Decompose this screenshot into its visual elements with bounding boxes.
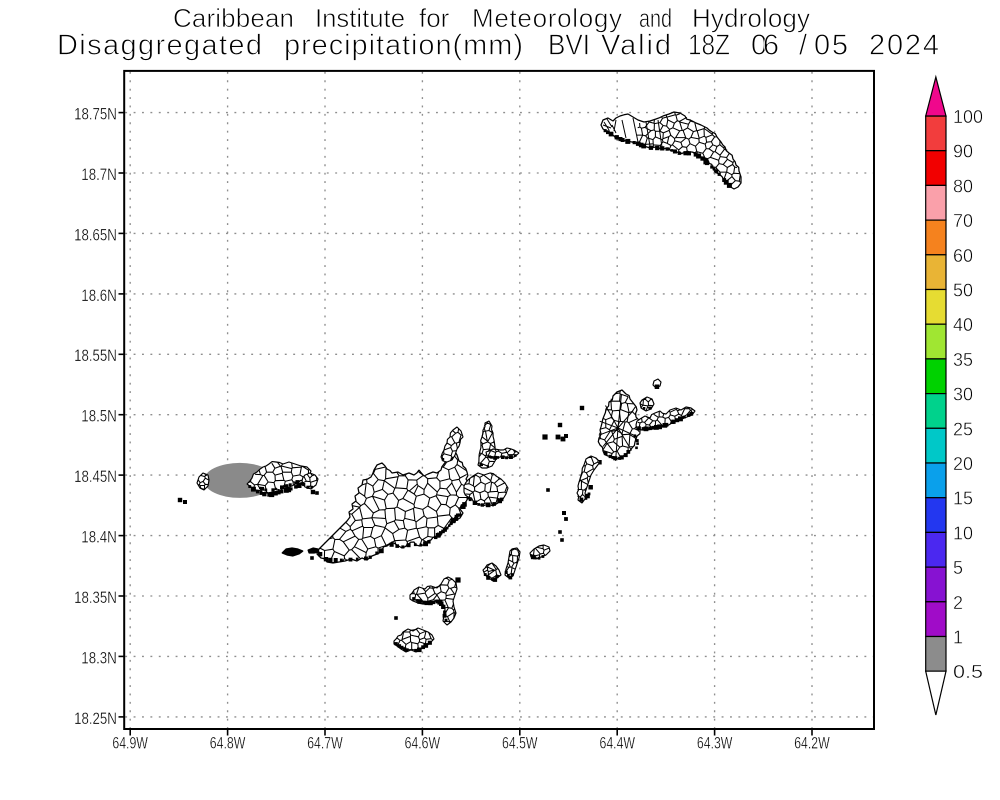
svg-text:2: 2 (953, 593, 963, 613)
svg-text:18.65N: 18.65N (74, 226, 117, 244)
svg-text:Valid: Valid (601, 30, 671, 62)
svg-text:2024: 2024 (869, 30, 939, 62)
svg-text:for: for (419, 3, 450, 33)
svg-text:18.7N: 18.7N (81, 166, 117, 184)
svg-text:BVI: BVI (548, 30, 590, 62)
svg-text:70: 70 (953, 211, 973, 231)
svg-text:5: 5 (953, 558, 963, 578)
svg-text:18Z: 18Z (688, 30, 730, 62)
svg-text:18.55N: 18.55N (74, 347, 117, 365)
svg-text:64.7W: 64.7W (307, 735, 343, 753)
svg-text:64.8W: 64.8W (210, 735, 246, 753)
svg-text:precipitation(mm): precipitation(mm) (284, 30, 523, 62)
svg-text:Institute: Institute (315, 3, 405, 33)
svg-text:64.2W: 64.2W (794, 735, 830, 753)
svg-text:20: 20 (953, 454, 973, 474)
svg-text:18.35N: 18.35N (74, 589, 117, 607)
svg-text:06: 06 (751, 30, 779, 62)
svg-text:18.4N: 18.4N (81, 529, 117, 547)
svg-text:35: 35 (953, 350, 973, 370)
svg-text:80: 80 (953, 176, 973, 196)
svg-text:64.5W: 64.5W (502, 735, 538, 753)
svg-text:18.25N: 18.25N (74, 710, 117, 728)
svg-text:15: 15 (953, 489, 973, 509)
svg-text:18.5N: 18.5N (81, 408, 117, 426)
svg-text:64.6W: 64.6W (405, 735, 441, 753)
svg-text:60: 60 (953, 246, 973, 266)
svg-text:Meteorology: Meteorology (472, 3, 622, 33)
svg-text:/: / (799, 30, 808, 62)
svg-text:100: 100 (953, 107, 983, 127)
svg-text:Disaggregated: Disaggregated (57, 30, 262, 62)
svg-text:and: and (639, 3, 672, 33)
svg-text:30: 30 (953, 385, 973, 405)
svg-text:90: 90 (953, 142, 973, 162)
svg-text:0.5: 0.5 (953, 662, 983, 682)
svg-text:40: 40 (953, 315, 973, 335)
svg-text:10: 10 (953, 523, 973, 543)
svg-text:1: 1 (953, 628, 963, 648)
svg-text:25: 25 (953, 419, 973, 439)
svg-text:64.4W: 64.4W (600, 735, 636, 753)
svg-text:18.6N: 18.6N (81, 287, 117, 305)
svg-text:Caribbean: Caribbean (173, 3, 294, 33)
svg-text:64.3W: 64.3W (697, 735, 733, 753)
svg-text:64.9W: 64.9W (112, 735, 148, 753)
svg-text:18.3N: 18.3N (81, 649, 117, 667)
svg-text:Hydrology: Hydrology (692, 3, 810, 33)
svg-text:18.45N: 18.45N (74, 468, 117, 486)
svg-text:05: 05 (814, 30, 848, 62)
svg-text:50: 50 (953, 281, 973, 301)
svg-text:18.75N: 18.75N (74, 106, 117, 124)
